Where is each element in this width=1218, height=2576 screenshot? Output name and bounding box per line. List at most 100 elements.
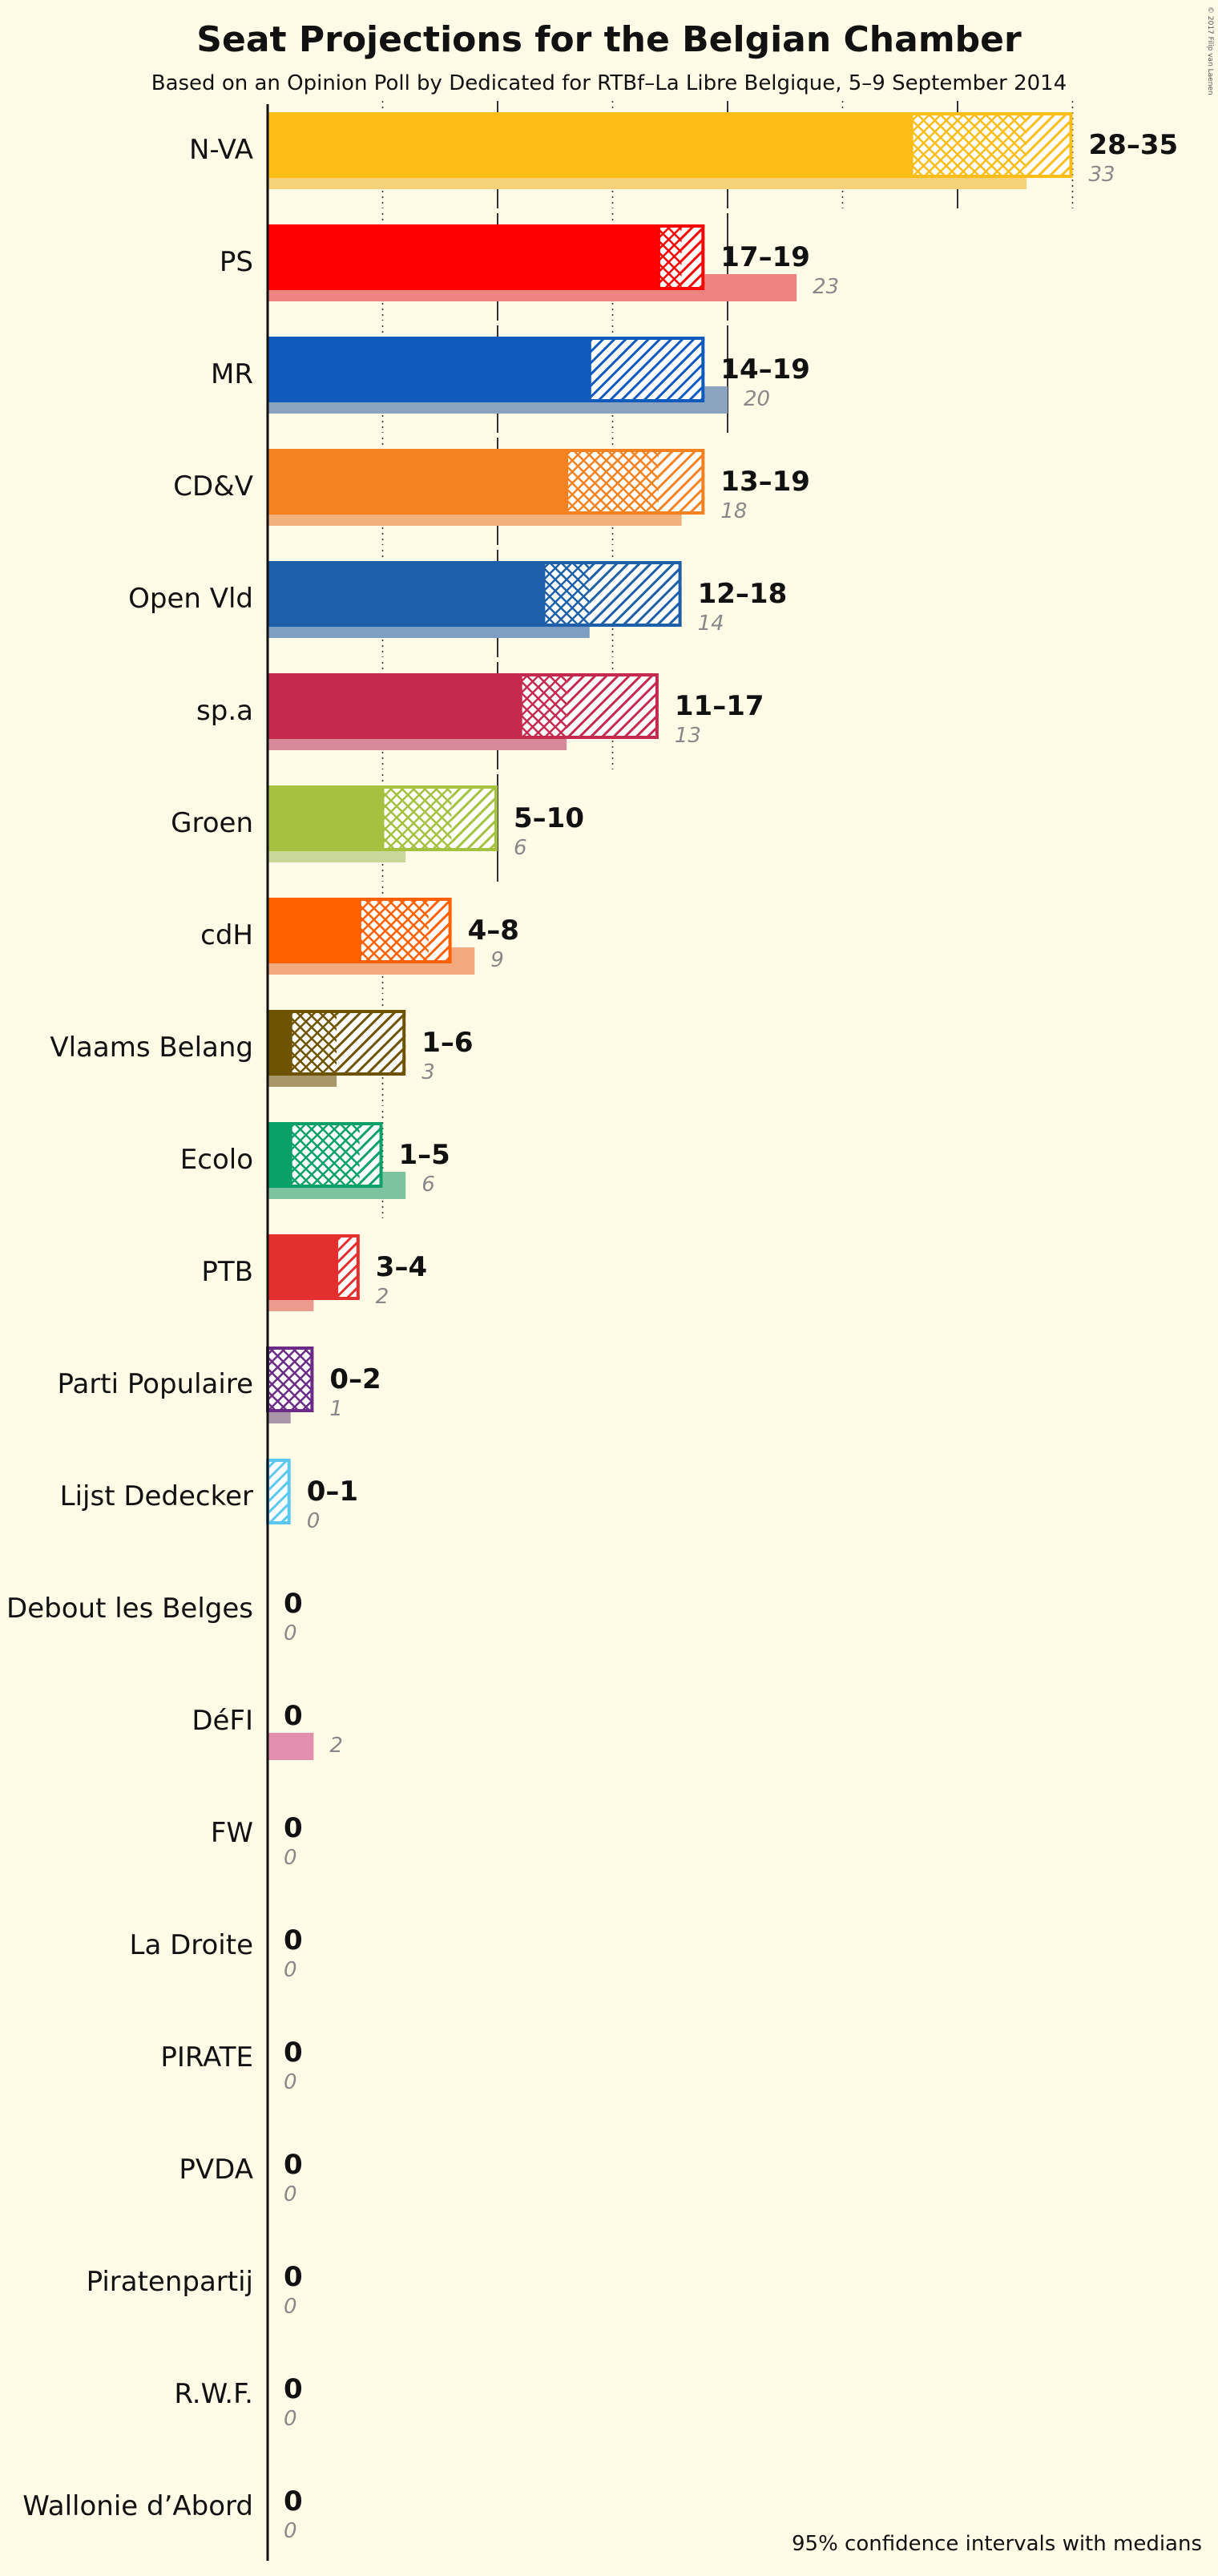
low-bar [268, 112, 912, 178]
range-label: 0 [284, 1588, 303, 1620]
last-result-label: 0 [284, 2182, 297, 2207]
party-label: PTB [201, 1256, 253, 1288]
range-label: 0 [284, 1812, 303, 1844]
last-result-bar [268, 1733, 314, 1760]
party-label: Piratenpartij [87, 2266, 253, 2298]
last-result-label: 13 [675, 724, 701, 748]
interval-outline [909, 112, 1073, 178]
last-result-label: 0 [284, 2070, 297, 2094]
inner-interval-bar [911, 112, 1027, 178]
range-label: 0 [284, 2373, 303, 2405]
interval-outline [565, 449, 705, 515]
party-label: FW [211, 1817, 253, 1849]
range-label: 0–2 [329, 1363, 381, 1395]
legend-footnote: 95% confidence intervals with medians [792, 2532, 1202, 2556]
low-bar [268, 337, 590, 402]
party-row: Ecolo 1–56 [180, 1122, 450, 1199]
last-result-label: 2 [329, 1734, 343, 1758]
last-result-label: 14 [698, 612, 724, 636]
low-bar [268, 673, 521, 739]
last-result-label: 18 [720, 499, 747, 523]
chart-title: Seat Projections for the Belgian Chamber [196, 19, 1022, 60]
outer-interval-bar [1026, 112, 1073, 178]
range-label: 0–1 [307, 1476, 358, 1508]
interval-outline [587, 337, 705, 402]
party-row: Debout les Belges 00 [6, 1588, 303, 1645]
last-result-label: 9 [490, 948, 504, 972]
low-bar [268, 898, 360, 963]
party-row: Parti Populaire 0–21 [58, 1347, 381, 1423]
range-label: 4–8 [468, 915, 519, 947]
party-label: Parti Populaire [58, 1368, 253, 1400]
party-label: cdH [200, 919, 253, 951]
party-row: PVDA 00 [179, 2149, 302, 2207]
last-result-label: 0 [284, 2407, 297, 2431]
party-row: La Droite 00 [130, 1924, 303, 1982]
party-label: Open Vld [128, 583, 253, 615]
last-result-label: 20 [744, 387, 770, 411]
inner-interval-bar [290, 1010, 337, 1076]
last-result-label: 0 [284, 1621, 297, 1645]
last-result-label: 0 [307, 1509, 321, 1533]
inner-interval-bar [359, 898, 429, 963]
outer-interval-bar [428, 898, 452, 963]
party-row: cdH 4–89 [200, 898, 519, 975]
party-row: PIRATE 00 [160, 2037, 302, 2094]
low-bar [268, 224, 659, 290]
party-row: Groen 5–106 [171, 785, 584, 862]
inner-interval-bar [268, 1347, 314, 1412]
range-label: 12–18 [698, 578, 788, 610]
party-label: DéFI [192, 1705, 253, 1737]
inner-interval-bar [520, 673, 567, 739]
range-label: 0 [284, 2261, 303, 2293]
interval-outline [288, 1122, 383, 1188]
interval-outline [518, 673, 659, 739]
last-result-label: 1 [329, 1397, 343, 1421]
range-label: 14–19 [720, 353, 810, 386]
low-bar [268, 1122, 291, 1188]
outer-interval-bar [337, 1010, 406, 1076]
last-result-label: 23 [813, 275, 839, 299]
party-row: Vlaams Belang 1–63 [50, 1010, 474, 1087]
range-label: 13–19 [720, 466, 810, 498]
outer-interval-bar [337, 1234, 360, 1300]
inner-interval-bar [382, 785, 452, 851]
range-label: 0 [284, 2037, 303, 2069]
range-label: 0 [284, 1924, 303, 1956]
party-label: sp.a [196, 695, 253, 727]
interval-outline [381, 785, 498, 851]
outer-interval-bar [589, 561, 682, 627]
range-label: 0 [284, 2149, 303, 2181]
interval-outline [335, 1234, 360, 1300]
party-label: MR [211, 358, 253, 390]
party-row: DéFI 0 2 [192, 1700, 343, 1760]
outer-interval-bar [268, 1459, 291, 1524]
range-label: 1–6 [421, 1027, 473, 1059]
party-row: Lijst Dedecker 0–10 [60, 1459, 358, 1533]
last-result-label: 3 [421, 1060, 435, 1084]
party-label: Groen [171, 807, 253, 839]
party-label: La Droite [130, 1929, 254, 1961]
party-label: N-VA [189, 134, 253, 166]
last-result-label: 0 [284, 1958, 297, 1982]
party-label: Lijst Dedecker [60, 1480, 253, 1512]
party-label: Debout les Belges [6, 1593, 253, 1625]
party-row: R.W.F. 00 [174, 2373, 302, 2431]
chart-subtitle: Based on an Opinion Poll by Dedicated fo… [151, 71, 1067, 95]
outer-interval-bar [589, 337, 705, 402]
last-result-label: 6 [421, 1173, 435, 1197]
range-label: 5–10 [514, 802, 584, 834]
range-label: 0 [284, 1700, 303, 1732]
party-label: Wallonie d’Abord [22, 2490, 253, 2522]
party-label: Ecolo [180, 1144, 253, 1176]
party-label: CD&V [173, 470, 253, 503]
interval-outline [542, 561, 682, 627]
party-label: PIRATE [160, 2041, 253, 2073]
party-row: Piratenpartij 00 [87, 2261, 303, 2319]
